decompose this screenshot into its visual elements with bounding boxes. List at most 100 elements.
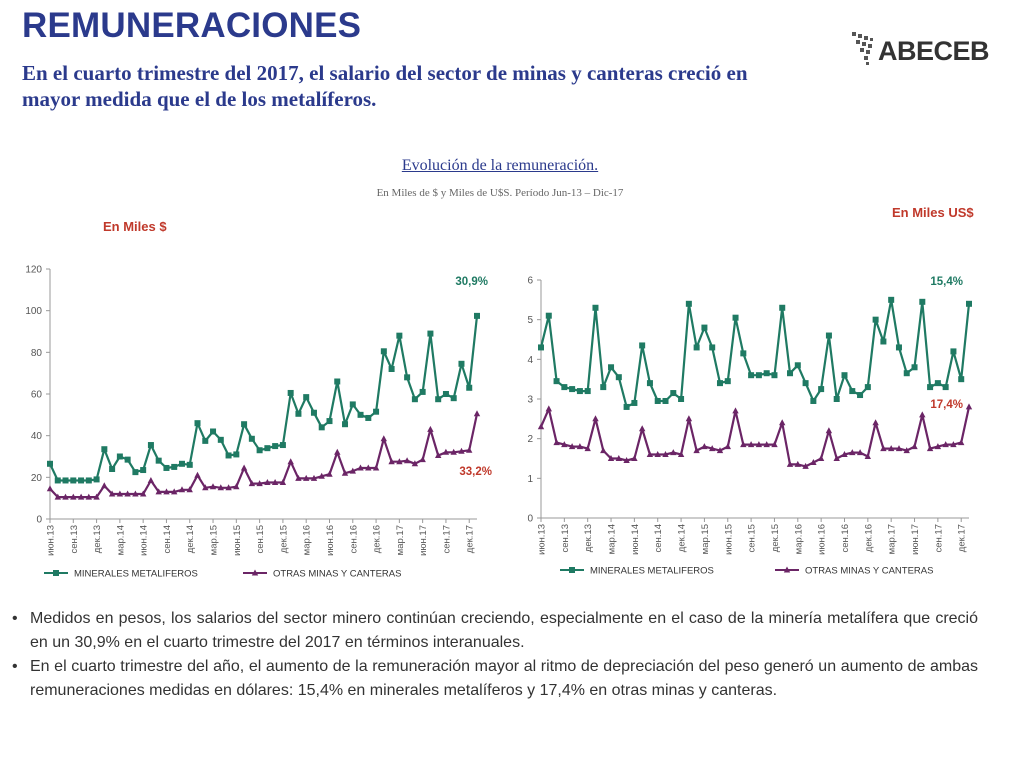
data-point	[272, 443, 279, 450]
data-point	[818, 386, 825, 393]
data-point	[248, 480, 256, 487]
data-point	[623, 457, 630, 463]
data-point	[334, 448, 341, 455]
data-point	[716, 380, 723, 387]
data-point	[654, 397, 661, 404]
y-tick-label: 5	[527, 315, 533, 326]
annotation-series-1: 15,4%	[930, 276, 963, 288]
bullet-list: • Medidos en pesos, los salarios del sec…	[12, 607, 978, 703]
data-point	[856, 449, 864, 456]
data-point	[365, 464, 372, 471]
data-point	[670, 390, 677, 397]
data-point	[576, 443, 584, 450]
data-point	[740, 441, 747, 448]
data-point	[615, 374, 622, 381]
data-point	[124, 456, 131, 463]
data-point	[895, 344, 902, 351]
data-point	[693, 447, 700, 454]
data-point	[755, 441, 763, 448]
bullet-text: En el cuarto trimestre del año, el aumen…	[30, 658, 978, 699]
data-point	[326, 470, 333, 477]
data-point	[108, 490, 116, 497]
data-point	[802, 380, 809, 387]
data-point	[740, 350, 747, 357]
data-point	[241, 421, 248, 428]
data-point	[849, 388, 856, 395]
data-point	[248, 435, 255, 442]
data-point	[623, 403, 630, 410]
data-point	[600, 447, 607, 454]
data-point	[101, 446, 108, 453]
data-point	[825, 427, 833, 434]
data-point	[178, 460, 185, 467]
data-point	[458, 360, 465, 367]
data-point	[225, 484, 232, 491]
data-point	[849, 449, 856, 456]
data-point	[615, 455, 622, 461]
chart-pesos: 0 20 40 60 80 100 120 июн.13 сен.13 дек.13 мар.14 и…	[25, 265, 492, 580]
x-tick-label: сен.14	[162, 525, 173, 554]
x-tick-label: мар.15	[700, 524, 711, 554]
data-point	[225, 452, 232, 459]
data-point	[958, 376, 965, 383]
data-point	[568, 443, 576, 450]
x-tick-label: мар.17	[395, 525, 406, 555]
data-point	[841, 451, 848, 457]
x-tick-label: июн.16	[817, 524, 828, 555]
bullet-item: • En el cuarto trimestre del año, el aum…	[12, 655, 978, 703]
data-point	[240, 464, 248, 471]
data-point	[85, 493, 92, 500]
data-point	[919, 411, 926, 418]
data-point	[802, 462, 809, 469]
data-point	[662, 397, 669, 404]
chart-title: Evolución de la remuneración.	[401, 157, 599, 174]
data-point	[903, 447, 910, 454]
data-point	[147, 442, 154, 449]
page-subtitle: En el cuarto trimestre del 2017, el sala…	[22, 61, 748, 111]
x-tick-label: сен.14	[653, 524, 664, 553]
data-point	[435, 452, 442, 458]
data-point	[942, 441, 949, 448]
data-point	[965, 403, 973, 410]
data-point	[140, 467, 147, 474]
data-point	[349, 401, 356, 408]
x-tick-label: дек.17	[465, 525, 476, 553]
data-point	[310, 409, 317, 416]
y-tick-label: 100	[25, 306, 42, 317]
data-point	[186, 486, 193, 493]
data-point	[466, 384, 473, 391]
x-tick-label: мар.16	[302, 525, 313, 555]
data-point	[864, 384, 871, 391]
data-point	[101, 482, 108, 489]
data-point	[466, 446, 473, 453]
data-point	[62, 477, 69, 484]
data-point	[46, 485, 54, 492]
data-point	[911, 443, 918, 450]
data-point	[264, 479, 271, 485]
legend-marker-2	[783, 566, 791, 573]
data-point	[411, 460, 419, 467]
data-point	[404, 374, 411, 381]
x-tick-label: дек.16	[863, 524, 874, 552]
data-point	[561, 441, 568, 448]
abeceb-logo: ABECEB	[850, 30, 990, 74]
data-point	[202, 484, 209, 491]
data-point	[442, 448, 450, 455]
data-point	[54, 477, 61, 484]
y-tick-label: 120	[25, 265, 42, 276]
data-point	[132, 490, 139, 497]
data-point	[786, 460, 794, 467]
legend-label-2: OTRAS MINAS Y CANTERAS	[273, 569, 401, 580]
data-point	[779, 304, 786, 311]
bullet-item: • Medidos en pesos, los salarios del sec…	[12, 607, 978, 655]
y-tick-label: 0	[36, 515, 42, 526]
data-point	[888, 296, 895, 303]
data-point	[396, 458, 403, 465]
data-point	[357, 411, 364, 418]
data-point	[538, 344, 544, 351]
data-point	[419, 456, 426, 463]
unit-label-pesos: En Miles $	[103, 219, 167, 234]
data-point	[794, 460, 801, 467]
data-point	[701, 443, 708, 450]
x-tick-label: сен.13	[69, 525, 80, 554]
